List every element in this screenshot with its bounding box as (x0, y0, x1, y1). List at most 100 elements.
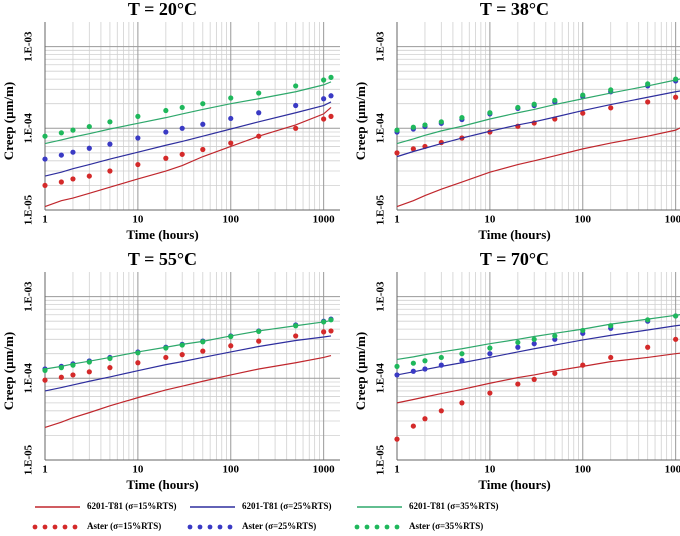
data-point (86, 173, 92, 179)
data-point (70, 362, 76, 368)
chart-title: T = 38°C (480, 0, 549, 19)
legend-label: Aster (σ=35%RTS) (409, 521, 483, 531)
x-tick-label: 1000 (313, 214, 336, 226)
data-point (228, 115, 234, 122)
data-point (459, 115, 465, 121)
x-axis-title: Time (hours) (126, 227, 198, 242)
chart-title: T = 55°C (128, 249, 197, 269)
data-point (394, 127, 400, 133)
data-point (256, 133, 262, 139)
x-tick-label: 1 (42, 214, 48, 226)
legend-swatch (394, 524, 400, 530)
data-point (410, 423, 416, 429)
data-line (396, 314, 680, 361)
data-point (256, 338, 262, 344)
data-point (394, 436, 400, 442)
legend-label: 6201-T81 (σ=25%RTS) (242, 501, 331, 511)
data-point (256, 110, 262, 116)
data-point (163, 155, 169, 161)
data-line (396, 324, 680, 376)
data-point (673, 76, 679, 82)
data-point (459, 400, 465, 406)
y-tick-label: 1.E-05 (23, 194, 35, 225)
legend-swatch (42, 524, 48, 530)
y-tick-label: 1.E-03 (23, 31, 35, 62)
legend-swatch (32, 524, 38, 530)
data-line (44, 106, 332, 208)
data-point (58, 130, 64, 136)
data-point (107, 119, 113, 125)
data-point (163, 129, 169, 135)
data-point (321, 329, 327, 335)
x-tick-label: 1 (42, 464, 48, 476)
legend-swatch (72, 524, 78, 530)
data-point (487, 110, 493, 116)
data-point (135, 113, 141, 119)
data-point (645, 317, 651, 323)
data-point (580, 92, 586, 98)
data-point (58, 179, 64, 185)
data-point (135, 135, 141, 141)
data-point (487, 345, 493, 351)
data-point (487, 390, 493, 396)
x-tick-label: 100 (223, 464, 240, 476)
x-tick-label: 100 (575, 464, 592, 476)
data-point (673, 94, 679, 100)
data-point (608, 87, 614, 93)
legend-swatch (384, 524, 390, 530)
data-point (422, 416, 428, 422)
data-point (200, 121, 206, 127)
data-point (293, 102, 299, 109)
data-point (179, 104, 185, 111)
x-tick-label: 10 (484, 214, 496, 226)
x-tick-label: 100 (575, 214, 592, 226)
data-point (58, 374, 64, 380)
y-tick-label: 1.E-04 (23, 113, 35, 144)
y-tick-label: 1.E-03 (375, 31, 387, 62)
data-point (438, 354, 444, 361)
data-point (70, 149, 76, 155)
data-point (515, 381, 521, 387)
data-line (396, 78, 680, 145)
data-point (422, 358, 428, 364)
data-point (410, 124, 416, 130)
legend-swatch (354, 524, 360, 530)
legend-label: 6201-T81 (σ=15%RTS) (87, 501, 176, 511)
data-point (321, 116, 327, 122)
y-tick-label: 1.E-05 (375, 194, 387, 225)
data-point (487, 351, 493, 357)
chart-title: T = 20°C (128, 0, 197, 19)
data-point (70, 372, 76, 378)
data-point (228, 140, 234, 146)
data-point (459, 351, 465, 357)
data-point (163, 354, 169, 361)
x-tick-label: 1000 (313, 464, 336, 476)
data-point (645, 99, 651, 105)
data-point (228, 343, 234, 349)
data-point (531, 376, 537, 382)
data-point (58, 152, 64, 158)
data-point (107, 355, 113, 362)
data-point (42, 156, 48, 162)
legend-swatch (52, 524, 58, 530)
legend-swatch (62, 524, 68, 530)
data-point (42, 182, 48, 189)
data-line (44, 319, 332, 370)
data-point (580, 327, 586, 334)
data-point (42, 367, 48, 373)
x-tick-label: 10 (132, 464, 144, 476)
data-point (293, 333, 299, 339)
x-axis-title: Time (hours) (126, 477, 198, 492)
data-point (580, 110, 586, 116)
data-point (645, 81, 651, 87)
data-point (410, 360, 416, 366)
data-point (179, 151, 185, 157)
data-point (410, 146, 416, 152)
data-point (86, 359, 92, 365)
data-point (328, 328, 334, 334)
y-tick-label: 1.E-04 (375, 113, 387, 144)
x-axis-title: Time (hours) (478, 477, 550, 492)
data-point (328, 113, 334, 119)
y-tick-label: 1.E-05 (23, 444, 35, 475)
